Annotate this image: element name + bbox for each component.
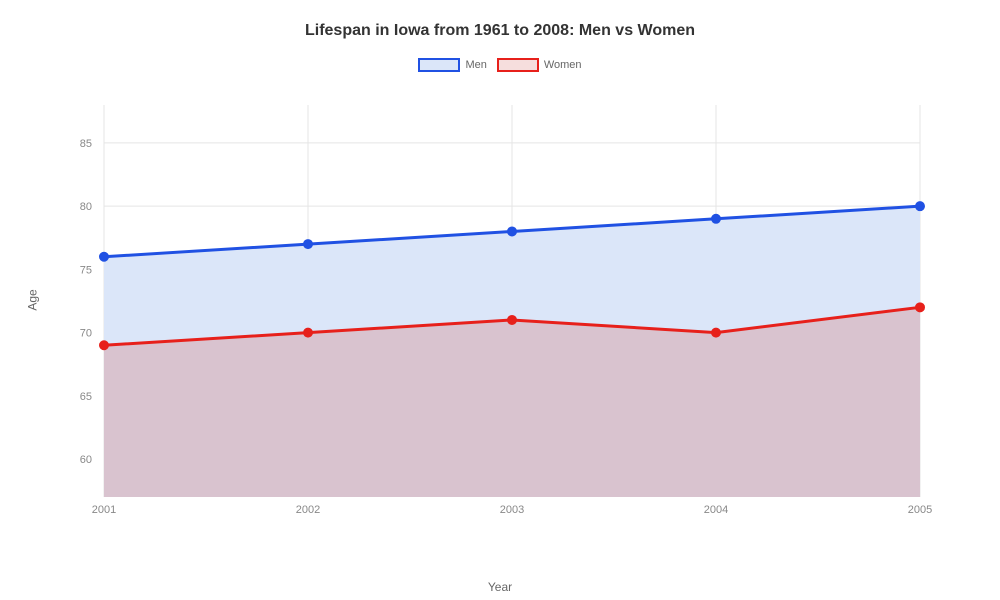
marker-men [712,215,720,223]
x-axis-label: Year [488,580,512,594]
x-tick-label: 2005 [908,504,932,516]
marker-women [304,329,312,337]
marker-men [916,202,924,210]
legend-item-men: Men [418,58,486,72]
legend-swatch-women [497,58,539,72]
marker-men [508,227,516,235]
marker-men [304,240,312,248]
chart-container: Lifespan in Iowa from 1961 to 2008: Men … [0,0,1000,600]
legend-swatch-men [418,58,460,72]
x-tick-label: 2001 [92,504,116,516]
y-tick-label: 80 [80,201,92,213]
y-axis-label: Age [26,289,40,310]
x-tick-label: 2004 [704,504,728,516]
y-tick-label: 70 [80,328,92,340]
legend-label-women: Women [544,59,582,71]
marker-women [508,316,516,324]
legend: Men Women [0,58,1000,72]
y-tick-label: 85 [80,138,92,150]
y-tick-label: 60 [80,454,92,466]
y-tick-label: 75 [80,264,92,276]
marker-men [100,253,108,261]
chart-title: Lifespan in Iowa from 1961 to 2008: Men … [0,0,1000,40]
x-tick-label: 2002 [296,504,320,516]
legend-item-women: Women [497,58,582,72]
plot-area: 2001 2002 2003 2004 2005 60 65 70 75 80 85 [72,95,952,525]
marker-women [712,329,720,337]
y-tick-label: 65 [80,391,92,403]
x-tick-label: 2003 [500,504,524,516]
legend-label-men: Men [465,59,486,71]
marker-women [916,303,924,311]
chart-svg: 2001 2002 2003 2004 2005 60 65 70 75 80 85 [72,95,952,525]
marker-women [100,341,108,349]
